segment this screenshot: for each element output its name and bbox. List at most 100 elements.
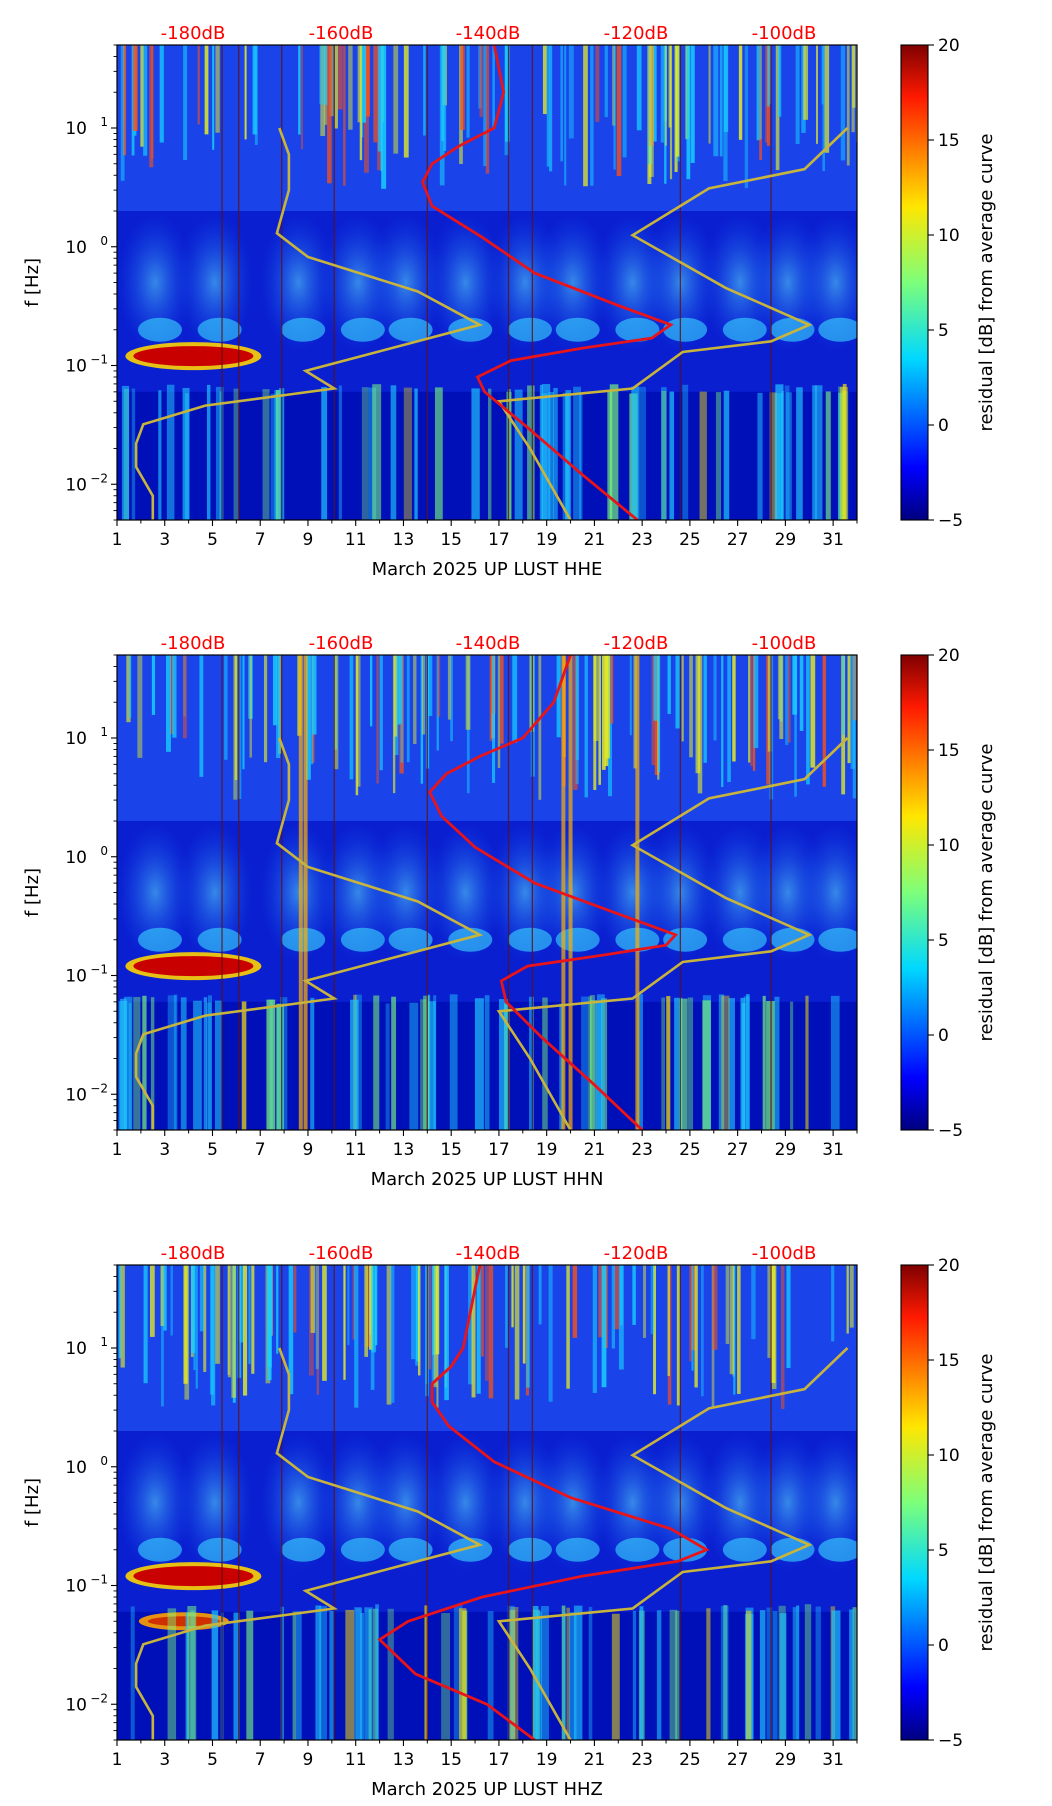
colorbar-tick-label: 10 [938,1446,960,1466]
x-tick-label: 1 [112,1750,123,1770]
x-tick-label: 29 [775,1750,797,1770]
top-db-label: -120dB [604,633,669,654]
y-tick-exponent: 1 [100,1335,108,1349]
x-tick-label: 11 [345,1750,367,1770]
x-tick-label: 9 [303,530,314,550]
top-db-label: -180dB [161,1243,226,1264]
x-tick-label: 11 [345,530,367,550]
x-tick-label: 25 [679,530,701,550]
colorbar-label: residual [dB] from average curve [976,133,997,431]
y-tick-exponent: −1 [90,353,108,367]
y-axis-label: f [Hz] [22,258,43,307]
x-tick-label: 29 [775,1140,797,1160]
x-tick-label: 29 [775,530,797,550]
y-tick-label: 10 [65,119,87,139]
y-tick-label: 10 [65,1339,87,1359]
x-axis-label: March 2025 UP LUST HHZ [371,1779,603,1800]
top-db-label: -140dB [456,633,521,654]
average-curve [420,45,674,520]
x-tick-label: 23 [631,530,653,550]
colorbar-tick-label: 10 [938,226,960,246]
colorbar [900,654,929,1131]
colorbar-tick-label: 15 [938,131,960,151]
colorbar-label: residual [dB] from average curve [976,743,997,1041]
spectrogram-area [117,1265,857,1740]
x-tick-label: 27 [727,1140,749,1160]
top-db-label: -180dB [161,633,226,654]
top-db-label: -100dB [752,633,817,654]
y-tick-exponent: 0 [100,1454,108,1468]
x-tick-label: 25 [679,1140,701,1160]
y-tick-exponent: 1 [100,115,108,129]
x-tick-label: 27 [727,1750,749,1770]
x-tick-label: 3 [159,1140,170,1160]
x-tick-label: 11 [345,1140,367,1160]
y-tick-label: 10 [65,848,87,868]
x-tick-label: 25 [679,1750,701,1770]
noise-model-low-curve [134,127,484,520]
colorbar-tick-label: −5 [938,1731,963,1751]
x-tick-label: 15 [440,1750,462,1770]
top-db-label: -160dB [309,1243,374,1264]
y-axis-label: f [Hz] [22,868,43,917]
top-db-label: -140dB [456,23,521,44]
y-tick-label: 10 [65,1085,87,1105]
colorbar-tick-label: 5 [938,321,949,341]
x-tick-label: 13 [393,530,415,550]
x-axis-label: March 2025 UP LUST HHN [371,1169,604,1190]
spectrogram-area [117,45,857,520]
colorbar-tick-label: 20 [938,1256,960,1276]
noise-model-high-curve [496,737,849,1130]
y-tick-exponent: 1 [100,725,108,739]
colorbar-label: residual [dB] from average curve [976,1353,997,1651]
colorbar-tick-label: 5 [938,931,949,951]
x-tick-label: 15 [440,530,462,550]
top-db-label: -100dB [752,1243,817,1264]
colorbar-tick-label: 0 [938,1636,949,1656]
x-tick-label: 31 [822,1750,844,1770]
colorbar-tick-label: 20 [938,646,960,666]
colorbar-tick-label: 0 [938,416,949,436]
colorbar-tick-label: 20 [938,36,960,56]
y-tick-exponent: −1 [90,963,108,977]
y-tick-label: 10 [65,1695,87,1715]
x-tick-label: 7 [255,530,266,550]
y-tick-label: 10 [65,1577,87,1597]
x-tick-label: 5 [207,1140,218,1160]
colorbar-tick-label: 15 [938,1351,960,1371]
y-tick-label: 10 [65,475,87,495]
colorbar-tick-label: 10 [938,836,960,856]
spectrogram-area [117,655,857,1130]
top-db-label: -180dB [161,23,226,44]
x-tick-label: 17 [488,1750,510,1770]
y-tick-exponent: −2 [90,471,108,485]
y-tick-label: 10 [65,357,87,377]
top-db-label: -140dB [456,1243,521,1264]
x-tick-label: 1 [112,1140,123,1160]
x-tick-label: 15 [440,1140,462,1160]
x-tick-label: 3 [159,530,170,550]
average-curve [377,1265,710,1740]
x-tick-label: 19 [536,1140,558,1160]
y-tick-label: 10 [65,1458,87,1478]
y-tick-exponent: −2 [90,1081,108,1095]
y-tick-label: 10 [65,967,87,987]
top-db-label: -160dB [309,23,374,44]
x-tick-label: 9 [303,1140,314,1160]
y-tick-label: 10 [65,729,87,749]
y-axis-label: f [Hz] [22,1478,43,1527]
colorbar-tick-label: −5 [938,1121,963,1141]
x-tick-label: 21 [584,530,606,550]
y-tick-exponent: 0 [100,234,108,248]
top-db-label: -120dB [604,1243,669,1264]
x-tick-label: 13 [393,1750,415,1770]
x-tick-label: 13 [393,1140,415,1160]
noise-model-low-curve [134,737,484,1130]
colorbar-tick-label: −5 [938,511,963,531]
x-axis-label: March 2025 UP LUST HHE [372,559,603,580]
y-tick-exponent: −2 [90,1691,108,1705]
x-tick-label: 23 [631,1750,653,1770]
